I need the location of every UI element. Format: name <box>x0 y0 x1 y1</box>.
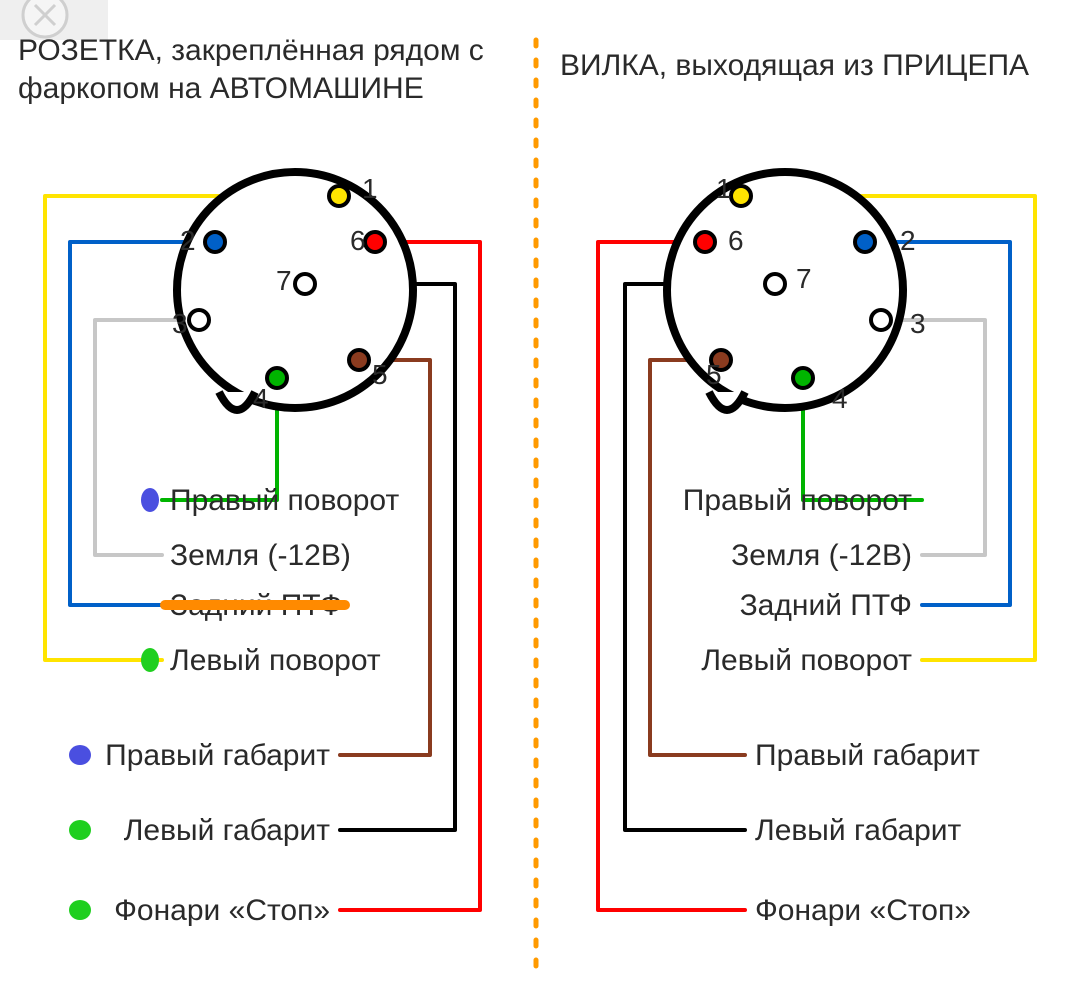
right-pin-number: 4 <box>832 383 848 414</box>
hand-tick <box>141 488 159 512</box>
section-title: фаркопом на АВТОМАШИНЕ <box>18 72 424 105</box>
right-label: Правый габарит <box>755 739 980 772</box>
right-socket-notch <box>709 392 745 410</box>
left-pin-7 <box>295 274 315 294</box>
right-pin-3 <box>871 310 891 330</box>
left-pin-number: 5 <box>372 359 388 390</box>
left-pin-number: 7 <box>276 265 292 296</box>
left-pin-4 <box>267 368 287 388</box>
right-label: Левый поворот <box>701 644 912 677</box>
left-pin-3 <box>189 310 209 330</box>
right-label: Фонари «Стоп» <box>755 894 971 927</box>
left-pin-number: 3 <box>172 308 188 339</box>
right-pin-number: 5 <box>706 359 722 390</box>
hand-dot <box>69 900 91 920</box>
right-pin-6 <box>695 232 715 252</box>
left-pin-number: 6 <box>350 225 366 256</box>
left-pin-number: 2 <box>180 225 196 256</box>
left-label: Левый габарит <box>124 814 331 847</box>
right-pin-number: 1 <box>716 173 732 204</box>
right-label: Левый габарит <box>755 814 962 847</box>
left-pin-number: 1 <box>362 173 378 204</box>
left-pin-2 <box>205 232 225 252</box>
corner-badge <box>23 0 67 37</box>
section-title: РОЗЕТКА, закреплённая рядом с <box>18 34 484 67</box>
right-pin-number: 6 <box>728 225 744 256</box>
right-label: Задний ПТФ <box>740 589 912 622</box>
left-label: Правый габарит <box>105 739 330 772</box>
left-pin-number: 4 <box>253 383 269 414</box>
right-label: Земля (-12В) <box>731 539 912 572</box>
right-pin-1 <box>731 186 751 206</box>
left-pin-1 <box>329 186 349 206</box>
right-pin-2 <box>855 232 875 252</box>
right-pin-number: 2 <box>900 225 916 256</box>
right-pin-4 <box>793 368 813 388</box>
right-pin-number: 7 <box>796 263 812 294</box>
right-pin-7 <box>765 274 785 294</box>
left-socket-notch <box>219 392 255 410</box>
left-pin-5 <box>349 350 369 370</box>
hand-dot <box>69 820 91 840</box>
left-label: Фонари «Стоп» <box>114 894 330 927</box>
left-label: Левый поворот <box>170 644 381 677</box>
right-label: Правый поворот <box>683 484 912 517</box>
left-pin-6 <box>365 232 385 252</box>
hand-dot <box>69 745 91 765</box>
left-label: Земля (-12В) <box>170 539 351 572</box>
section-title: ВИЛКА, выходящая из ПРИЦЕПА <box>560 49 1029 82</box>
hand-tick <box>141 648 159 672</box>
right-pin-number: 3 <box>910 308 926 339</box>
left-label: Правый поворот <box>170 484 399 517</box>
